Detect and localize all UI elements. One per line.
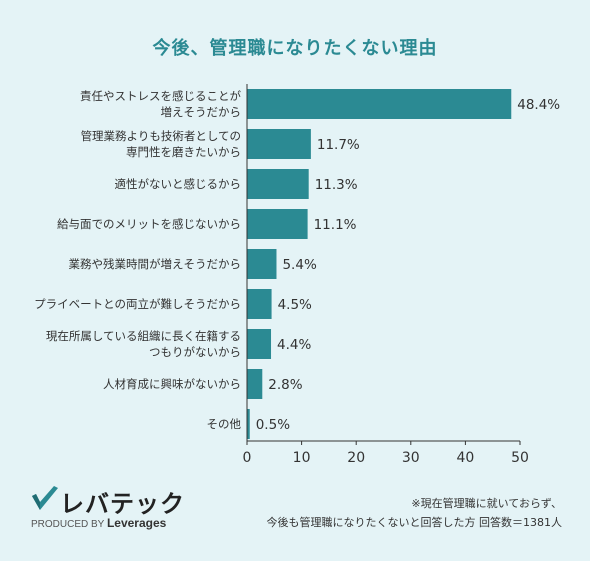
- footnote-line-2: 今後も管理職になりたくないと回答した方 回答数＝1381人: [266, 516, 563, 529]
- value-label-1: 48.4%: [517, 97, 560, 113]
- category-label-3: 適性がないと感じるから: [115, 177, 242, 191]
- value-label-5: 5.4%: [282, 257, 316, 273]
- value-label-3: 11.3%: [315, 177, 358, 193]
- leverages-logo: レバテック PRODUCED BY Leverages: [30, 484, 190, 534]
- category-label-5: 業務や残業時間が増えそうだから: [69, 257, 242, 271]
- category-label-2: 管理業務よりも技術者としての専門性を磨きたいから: [81, 129, 241, 159]
- x-tick-label-20: 20: [347, 450, 365, 466]
- value-label-2: 11.7%: [317, 137, 360, 153]
- footnote-line-1: ※現在管理職に就いておらず、: [411, 497, 562, 510]
- logo-sub-prefix: PRODUCED BY: [31, 519, 105, 530]
- value-label-9: 0.5%: [256, 417, 290, 433]
- bar-1: [247, 89, 512, 119]
- footnote: ※現在管理職に就いておらず、 今後も管理職になりたくないと回答した方 回答数＝1…: [267, 494, 563, 532]
- bar-8: [247, 369, 263, 399]
- logo-sub-brand: Leverages: [106, 516, 167, 530]
- category-label-8: 人材育成に興味がないから: [103, 377, 241, 391]
- bar-4: [247, 209, 308, 239]
- value-label-4: 11.1%: [314, 217, 357, 233]
- x-tick-label-40: 40: [456, 450, 474, 466]
- category-label-4: 給与面でのメリットを感じないから: [57, 217, 241, 231]
- bar-9: [247, 409, 250, 439]
- category-label-9: その他: [207, 417, 242, 431]
- value-label-8: 2.8%: [268, 377, 302, 393]
- category-label-7: 現在所属している組織に長く在籍するつもりがないから: [46, 329, 241, 359]
- bar-chart: 48.4% 責任やストレスを感じることが増えそうだから 11.7% 管理業務よりも技術…: [34, 84, 560, 466]
- x-tick-label-10: 10: [293, 450, 311, 466]
- bar-2: [247, 129, 311, 159]
- chart-title: 今後、管理職になりたくない理由: [152, 38, 438, 59]
- x-tick-label-30: 30: [402, 450, 420, 466]
- checkmark-logo-icon: [32, 486, 58, 510]
- value-label-7: 4.4%: [277, 337, 311, 353]
- bar-6: [247, 289, 272, 319]
- bar-3: [247, 169, 309, 199]
- value-label-6: 4.5%: [278, 297, 312, 313]
- bar-5: [247, 249, 277, 279]
- logo-name: レバテック: [60, 490, 185, 518]
- bar-7: [247, 329, 272, 359]
- category-label-1: 責任やストレスを感じることが増えそうだから: [80, 89, 241, 119]
- x-tick-label-0: 0: [243, 450, 252, 466]
- category-label-6: プライベートとの両立が難しそうだから: [34, 297, 241, 311]
- logo-subtitle: PRODUCED BY Leverages: [31, 516, 166, 530]
- x-tick-label-50: 50: [511, 450, 529, 466]
